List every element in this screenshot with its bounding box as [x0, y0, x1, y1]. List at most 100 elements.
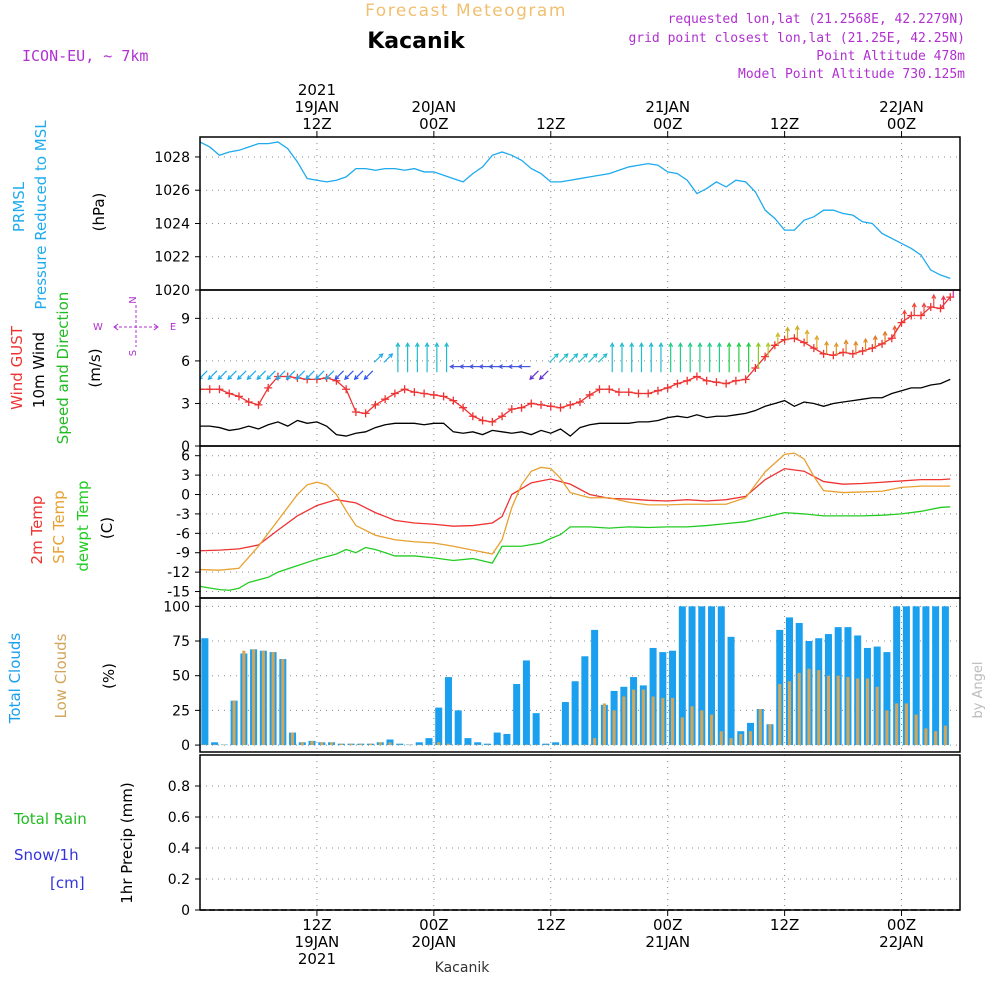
wind-arrow-head [658, 341, 664, 348]
total_clouds-bar [396, 743, 404, 746]
total_clouds-bar [444, 677, 452, 746]
wind-arrow-head [814, 334, 820, 340]
bottom-time-label: 21JAN [645, 933, 690, 951]
gust-marker [200, 385, 204, 394]
wind-arrow [529, 370, 539, 380]
clouds-ytick-label: 75 [172, 634, 190, 650]
total_clouds-bar [698, 606, 706, 746]
wind-arrow [334, 370, 345, 380]
gust-marker [537, 400, 546, 409]
wind-arrow-head [843, 339, 849, 345]
wind-arrow [237, 370, 247, 380]
low_clouds-bar [378, 742, 382, 746]
total_clouds-bar [201, 638, 209, 746]
wind-arrow-head [755, 341, 761, 348]
low_clouds-bar [252, 649, 256, 746]
gust-marker [702, 376, 711, 385]
point-altitude: Point Altitude 478m [816, 49, 965, 64]
wind-arrow [568, 353, 578, 363]
gust-marker [878, 339, 887, 348]
total_clouds-bar [581, 656, 589, 746]
wind-arrow-head [246, 375, 252, 381]
wind-arrow-head [833, 341, 839, 348]
top-time-label: 00Z [419, 115, 448, 133]
low_clouds-bar [690, 706, 694, 746]
low-clouds-label: Low Clouds [52, 633, 70, 718]
wind-arrow [266, 370, 276, 380]
top-time-label: 00Z [887, 115, 916, 133]
wind-arrow-head [434, 341, 440, 348]
wind-arrow [315, 370, 325, 380]
low_clouds-bar [534, 744, 538, 746]
low_clouds-bar [895, 703, 899, 746]
total_clouds-bar [493, 732, 501, 746]
low_clouds-bar [739, 733, 743, 746]
wind-arrow [295, 370, 306, 380]
wind-arrow-head [931, 293, 937, 299]
low_clouds-bar [349, 743, 353, 746]
wind-compass: N S W E [93, 296, 176, 356]
top-time-label: 2021 [298, 81, 336, 99]
gust-marker [605, 385, 614, 394]
precip-frame [199, 754, 961, 911]
temp-label: 2m Temp [28, 496, 46, 565]
wind-arrow-head [648, 341, 654, 348]
wind-arrow-head [468, 364, 474, 370]
temperature-frame [199, 445, 961, 599]
pressure-line [200, 141, 951, 279]
gust-marker [400, 385, 409, 394]
wind-ytick-label: 0 [181, 439, 190, 455]
gust-marker [741, 375, 750, 384]
pressure-series [200, 141, 951, 279]
wind-arrow [256, 370, 267, 380]
wind-arrow-head [668, 341, 674, 348]
low_clouds-bar [719, 731, 723, 746]
gust-marker [390, 389, 399, 398]
wind-arrow-head [892, 324, 898, 331]
wind-arrow-head [256, 375, 262, 381]
low_clouds-bar [651, 696, 655, 746]
total_clouds-bar [708, 606, 716, 746]
compass-south: S [128, 350, 139, 356]
low_clouds-bar [865, 678, 869, 746]
wind-arrow-head [314, 375, 320, 381]
wind-arrow [383, 353, 393, 363]
wind-arrow-head [697, 341, 703, 348]
low_clouds-bar [671, 697, 675, 746]
wind-arrow-head [882, 330, 888, 336]
total_clouds-bar [717, 606, 725, 746]
low_clouds-bar [388, 742, 392, 746]
bottom-time-label: 2021 [298, 950, 336, 968]
top-time-label: 19JAN [295, 98, 340, 116]
gust-marker [585, 390, 594, 399]
low_clouds-bar [320, 742, 324, 746]
wind-arrow [217, 370, 228, 380]
gust-marker [712, 378, 721, 387]
wind-arrow-head [378, 353, 384, 358]
wind-arrow-head [478, 364, 484, 370]
gust-marker [576, 398, 584, 407]
rain-label: Total Rain [13, 810, 87, 828]
grid-point-coords: grid point closest lon,lat (21.25E, 42.2… [628, 31, 965, 46]
wind-ytick-label: 6 [181, 354, 190, 370]
wind-ytick-label: 3 [181, 396, 190, 412]
total_clouds-bar [425, 738, 433, 746]
wind-arrow-head [602, 353, 608, 358]
wind-arrow-head [736, 341, 742, 348]
total_clouds-bar [513, 684, 521, 746]
low_clouds-bar [544, 744, 548, 746]
temperature-ytick-label: -12 [167, 565, 190, 581]
temp-line [200, 467, 951, 552]
wind-arrow [354, 370, 364, 380]
low_clouds-bar [583, 744, 587, 746]
clouds-ytick-label: 50 [172, 669, 190, 685]
pressure-panel: 1020 1022 1024 1026 1028 [154, 136, 961, 299]
low_clouds-bar [641, 689, 645, 746]
wind-arrow-head [563, 353, 569, 358]
gust-marker [459, 403, 468, 412]
low_clouds-bar [748, 731, 753, 746]
gust-marker [507, 405, 516, 414]
gust-marker [653, 386, 662, 395]
precip-ytick-label: 0.4 [168, 841, 190, 857]
low_clouds-bar [593, 738, 597, 746]
